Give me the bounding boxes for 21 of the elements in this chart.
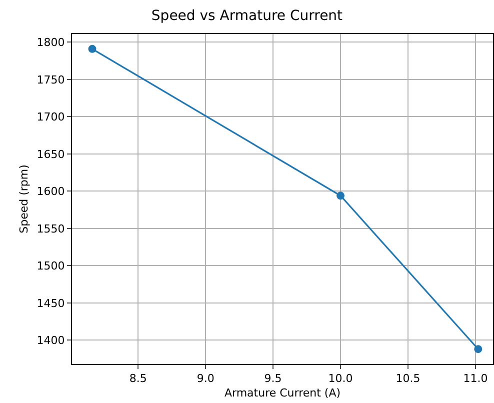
x-tick-label: 9.5 [264,372,282,386]
y-tick-label: 1800 [36,36,65,50]
y-tick-label: 1700 [36,110,65,124]
x-tick-label: 10.5 [396,372,420,386]
point [88,44,96,53]
x-axis-title: Armature Current (A) [224,386,341,400]
y-tick-label: 1600 [36,185,65,198]
y-tick-label: 1450 [36,296,65,310]
y-tick-label: 1650 [36,148,65,161]
y-tick-label: 1750 [36,73,65,86]
x-tick-label: 11.0 [463,372,488,386]
point [474,345,482,354]
y-axis-title: Speed (rpm) [17,164,30,234]
x-tick-label: 10.0 [328,372,353,386]
point [336,192,345,200]
y-tick-label: 1400 [36,334,65,348]
y-tick-label: 1500 [36,260,65,273]
x-tick-label: 9.0 [196,372,214,386]
y-tick-label: 1550 [36,222,65,236]
chart-title: Speed vs Armature Current [151,8,344,24]
x-tick-label: 8.5 [129,372,147,386]
